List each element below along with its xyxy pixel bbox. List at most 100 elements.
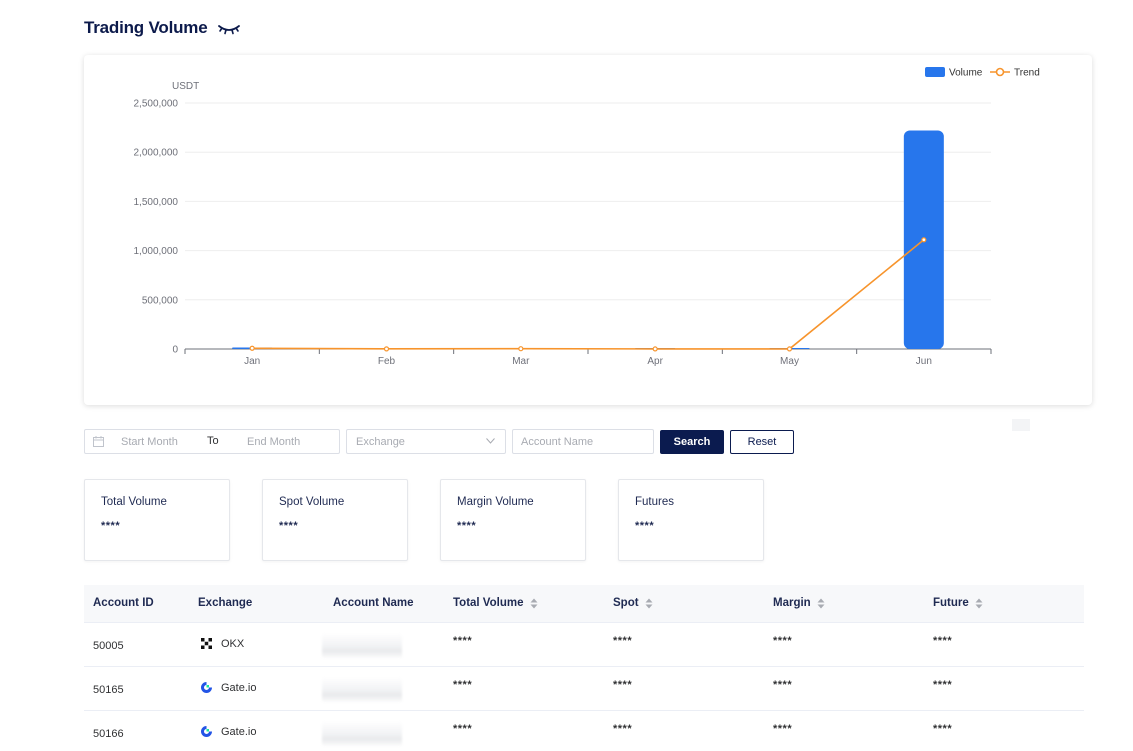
x-tick-label: Jun — [916, 356, 932, 367]
stat-card-futures: Futures **** — [618, 479, 764, 561]
column-header-total-volume[interactable]: Total Volume — [453, 597, 538, 609]
exchange-name: OKX — [221, 637, 245, 650]
y-axis-label: USDT — [172, 81, 199, 92]
calendar-icon — [93, 436, 104, 447]
legend-label-trend: Trend — [1014, 68, 1040, 79]
exchange-cell: Gate.io — [200, 681, 256, 694]
account-name-redacted — [322, 633, 402, 659]
start-month-input[interactable]: Start Month — [121, 436, 178, 448]
x-tick-label: Apr — [647, 356, 663, 367]
stat-value: **** — [635, 520, 655, 532]
table-row[interactable]: 50166 Gate.io **** **** **** **** — [84, 711, 1084, 751]
exchange-cell: OKX — [200, 637, 244, 650]
end-month-input[interactable]: End Month — [247, 436, 301, 448]
future-cell: **** — [933, 635, 953, 647]
stat-label: Spot Volume — [279, 496, 345, 508]
chevron-down-icon — [486, 438, 495, 444]
total-volume-cell: **** — [453, 635, 473, 647]
x-tick-label: Mar — [512, 356, 530, 367]
account-name-redacted — [322, 721, 402, 747]
sort-icon[interactable] — [817, 598, 825, 609]
column-header-spot[interactable]: Spot — [613, 597, 653, 609]
table-header: Account ID Exchange Account Name Total V… — [84, 585, 1084, 623]
x-tick-label: Jan — [244, 356, 260, 367]
stat-label: Margin Volume — [457, 496, 534, 508]
stat-value: **** — [101, 520, 121, 532]
column-header-account-id: Account ID — [93, 597, 154, 609]
column-header-label: Account ID — [93, 597, 154, 609]
trend-point — [249, 345, 255, 351]
legend-swatch-volume — [925, 67, 945, 77]
account-id-cell: 50165 — [93, 684, 124, 696]
stat-card-spot-volume: Spot Volume **** — [262, 479, 408, 561]
month-range-picker[interactable]: Start Month To End Month — [84, 429, 340, 454]
column-header-label: Total Volume — [453, 597, 524, 609]
exchange-select-placeholder: Exchange — [356, 436, 405, 448]
stat-card-total-volume: Total Volume **** — [84, 479, 230, 561]
range-separator: To — [207, 435, 219, 447]
future-cell: **** — [933, 723, 953, 735]
y-tick-label: 2,000,000 — [134, 148, 179, 159]
legend-label-volume: Volume — [949, 68, 983, 79]
column-header-label: Margin — [773, 597, 811, 609]
y-tick-label: 500,000 — [142, 295, 179, 306]
spot-cell: **** — [613, 635, 633, 647]
stat-value: **** — [279, 520, 299, 532]
eye-closed-icon[interactable] — [217, 19, 241, 37]
accounts-table: Account ID Exchange Account Name Total V… — [84, 585, 1084, 751]
column-header-label: Account Name — [333, 597, 414, 609]
future-cell: **** — [933, 679, 953, 691]
gate-logo-icon — [201, 726, 212, 737]
trend-line — [252, 239, 925, 350]
okx-logo-icon — [201, 638, 212, 649]
sort-icon[interactable] — [975, 598, 983, 609]
table-row[interactable]: 50005 OKX **** **** **** **** — [84, 623, 1084, 667]
volume-chart: 0 500,000 1,000,000 1,500,000 2,000,000 2,500… — [134, 67, 1040, 367]
x-tick-label: May — [780, 356, 799, 367]
margin-cell: **** — [773, 723, 793, 735]
account-name-redacted — [322, 677, 402, 703]
trend-point — [921, 237, 927, 243]
margin-cell: **** — [773, 679, 793, 691]
table-row[interactable]: 50165 Gate.io **** **** **** **** — [84, 667, 1084, 711]
spot-cell: **** — [613, 679, 633, 691]
column-header-label: Exchange — [198, 597, 253, 609]
sort-icon[interactable] — [645, 598, 653, 609]
total-volume-cell: **** — [453, 679, 473, 691]
column-header-account-name: Account Name — [333, 597, 414, 609]
exchange-name: Gate.io — [221, 725, 257, 738]
exchange-cell: Gate.io — [200, 725, 256, 738]
gate-logo-icon — [201, 682, 212, 693]
stat-card-margin-volume: Margin Volume **** — [440, 479, 586, 561]
y-tick-label: 0 — [172, 345, 178, 356]
y-tick-label: 1,000,000 — [134, 246, 179, 257]
decorative-placeholder — [1012, 419, 1030, 431]
column-header-margin[interactable]: Margin — [773, 597, 825, 609]
column-header-exchange: Exchange — [198, 597, 252, 609]
exchange-select[interactable]: Exchange — [346, 429, 506, 454]
trend-point — [652, 346, 658, 352]
sort-icon[interactable] — [530, 598, 538, 609]
stat-value: **** — [457, 520, 477, 532]
volume-chart-card: 0 500,000 1,000,000 1,500,000 2,000,000 2,500… — [84, 55, 1092, 405]
account-name-input[interactable] — [512, 429, 654, 454]
column-header-label: Spot — [613, 597, 639, 609]
trend-point — [518, 346, 524, 352]
y-tick-label: 1,500,000 — [134, 197, 179, 208]
column-header-future[interactable]: Future — [933, 597, 983, 609]
trend-point — [786, 346, 793, 352]
x-tick-label: Feb — [378, 356, 396, 367]
spot-cell: **** — [613, 723, 633, 735]
trend-point — [383, 346, 390, 352]
legend-swatch-trend-marker — [995, 67, 1005, 77]
margin-cell: **** — [773, 635, 793, 647]
stat-label: Futures — [635, 496, 674, 508]
search-button[interactable]: Search — [660, 430, 724, 454]
page-title: Trading Volume — [84, 18, 208, 37]
account-id-cell: 50166 — [93, 728, 124, 740]
page-header: Trading Volume — [84, 18, 241, 38]
reset-button[interactable]: Reset — [730, 430, 794, 454]
total-volume-cell: **** — [453, 723, 473, 735]
exchange-name: Gate.io — [221, 681, 257, 694]
account-id-cell: 50005 — [93, 640, 124, 652]
